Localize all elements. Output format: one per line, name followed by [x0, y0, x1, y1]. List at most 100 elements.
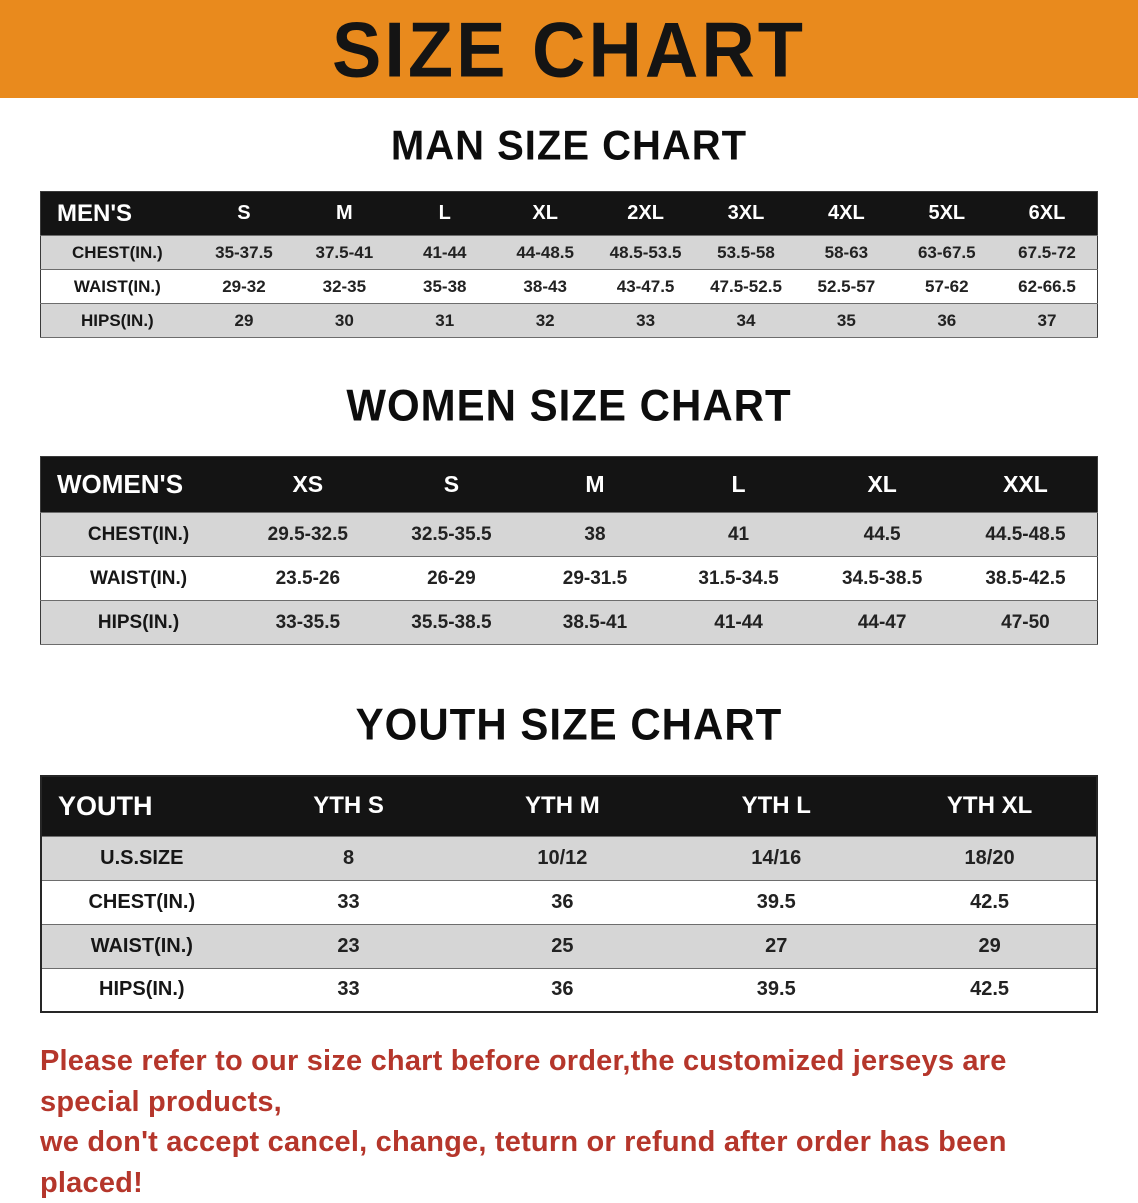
size-value-cell: 52.5-57 [796, 269, 897, 304]
table-header-row: YOUTH YTH S YTH M YTH L YTH XL [41, 776, 1097, 837]
table-row: HIPS(IN.) 33-35.5 35.5-38.5 38.5-41 41-44 44-… [40, 600, 1098, 645]
row-label: CHEST(IN.) [40, 512, 237, 557]
size-column-header: M [523, 456, 667, 513]
size-value-cell: 43-47.5 [595, 269, 696, 304]
size-value-cell: 32-35 [294, 269, 395, 304]
size-column-header: YTH S [241, 776, 456, 837]
size-value-cell: 27 [669, 924, 884, 969]
size-value-cell: 63-67.5 [896, 235, 997, 270]
size-value-cell: 39.5 [669, 880, 884, 925]
size-value-cell: 41-44 [394, 235, 495, 270]
row-label: WAIST(IN.) [40, 269, 194, 304]
size-value-cell: 37.5-41 [294, 235, 395, 270]
size-value-cell: 48.5-53.5 [595, 235, 696, 270]
size-value-cell: 37 [997, 303, 1098, 338]
size-value-cell: 35-38 [394, 269, 495, 304]
row-label: WAIST(IN.) [40, 556, 237, 601]
table-row: CHEST(IN.) 29.5-32.5 32.5-35.5 38 41 44.5 44.5… [40, 512, 1098, 557]
size-chart-content: MAN SIZE CHART MEN'S S M L XL 2XL 3XL 4XL 5XL 6XL… [0, 122, 1138, 1203]
table-row: HIPS(IN.) 33 36 39.5 42.5 [41, 968, 1097, 1013]
size-value-cell: 57-62 [896, 269, 997, 304]
size-value-cell: 33 [241, 968, 456, 1013]
youth-section-heading: YOUTH SIZE CHART [355, 699, 783, 750]
row-label: CHEST(IN.) [41, 880, 242, 925]
size-column-header: 5XL [896, 191, 997, 236]
size-value-cell: 41-44 [666, 600, 811, 645]
size-value-cell: 44.5-48.5 [953, 512, 1098, 557]
youth-size-table: YOUTH YTH S YTH M YTH L YTH XL U.S.SIZE 8 10/12… [40, 775, 1098, 1013]
order-disclaimer: Please refer to our size chart before or… [40, 1041, 1098, 1203]
size-value-cell: 36 [455, 968, 670, 1013]
table-header-row: WOMEN'S XS S M L XL XXL [40, 456, 1098, 513]
size-value-cell: 38.5-41 [523, 600, 667, 645]
men-size-table: MEN'S S M L XL 2XL 3XL 4XL 5XL 6XL CHEST(IN.) 35-37… [40, 191, 1098, 338]
size-value-cell: 29.5-32.5 [236, 512, 380, 557]
table-corner-label: YOUTH [41, 776, 242, 837]
size-value-cell: 38.5-42.5 [953, 556, 1098, 601]
size-value-cell: 36 [455, 880, 670, 925]
size-value-cell: 32.5-35.5 [379, 512, 524, 557]
page-title: SIZE CHART [332, 5, 806, 93]
size-value-cell: 26-29 [379, 556, 524, 601]
size-column-header: L [394, 191, 495, 236]
table-header-row: MEN'S S M L XL 2XL 3XL 4XL 5XL 6XL [40, 191, 1098, 236]
size-column-header: XL [494, 191, 596, 236]
size-value-cell: 44.5 [810, 512, 954, 557]
size-value-cell: 39.5 [669, 968, 884, 1013]
size-value-cell: 29-32 [193, 269, 295, 304]
size-column-header: YTH L [669, 776, 884, 837]
table-row: HIPS(IN.) 29 30 31 32 33 34 35 36 37 [40, 303, 1098, 338]
size-value-cell: 34.5-38.5 [810, 556, 954, 601]
size-chart-banner: SIZE CHART [0, 0, 1138, 98]
size-value-cell: 44-47 [810, 600, 954, 645]
table-row: CHEST(IN.) 35-37.5 37.5-41 41-44 44-48.5 48.5… [40, 235, 1098, 270]
size-value-cell: 33-35.5 [236, 600, 380, 645]
size-value-cell: 58-63 [796, 235, 897, 270]
size-value-cell: 53.5-58 [695, 235, 797, 270]
table-row: WAIST(IN.) 23.5-26 26-29 29-31.5 31.5-34.5 34… [40, 556, 1098, 601]
size-value-cell: 23.5-26 [236, 556, 380, 601]
size-column-header: XL [810, 456, 954, 513]
table-corner-label: MEN'S [40, 191, 194, 236]
size-value-cell: 34 [695, 303, 797, 338]
size-value-cell: 44-48.5 [494, 235, 596, 270]
size-column-header: XXL [953, 456, 1098, 513]
row-label: HIPS(IN.) [40, 600, 237, 645]
row-label: HIPS(IN.) [40, 303, 194, 338]
size-value-cell: 33 [241, 880, 456, 925]
men-section-heading: MAN SIZE CHART [390, 122, 748, 170]
table-corner-label: WOMEN'S [40, 456, 237, 513]
size-value-cell: 62-66.5 [997, 269, 1098, 304]
women-size-section: WOMEN SIZE CHART WOMEN'S XS S M L XL XXL CHEST(… [0, 380, 1138, 645]
size-value-cell: 47-50 [953, 600, 1098, 645]
size-value-cell: 41 [666, 512, 811, 557]
size-value-cell: 29 [193, 303, 295, 338]
size-column-header: 6XL [997, 191, 1098, 236]
size-value-cell: 35.5-38.5 [379, 600, 524, 645]
size-column-header: 4XL [796, 191, 897, 236]
size-value-cell: 38 [523, 512, 667, 557]
size-value-cell: 42.5 [883, 880, 1097, 925]
size-column-header: S [193, 191, 295, 236]
size-value-cell: 10/12 [455, 836, 670, 881]
size-value-cell: 25 [455, 924, 670, 969]
size-value-cell: 14/16 [669, 836, 884, 881]
size-value-cell: 36 [896, 303, 997, 338]
size-value-cell: 30 [294, 303, 395, 338]
women-section-heading: WOMEN SIZE CHART [346, 380, 792, 431]
size-value-cell: 33 [595, 303, 696, 338]
size-column-header: YTH M [455, 776, 670, 837]
size-column-header: XS [236, 456, 380, 513]
size-value-cell: 42.5 [883, 968, 1097, 1013]
disclaimer-line-2: we don't accept cancel, change, teturn o… [40, 1126, 1007, 1199]
disclaimer-line-1: Please refer to our size chart before or… [40, 1045, 1007, 1118]
size-value-cell: 23 [241, 924, 456, 969]
women-size-table: WOMEN'S XS S M L XL XXL CHEST(IN.) 29.5-32.5 32.5… [40, 456, 1098, 645]
size-value-cell: 31 [394, 303, 495, 338]
size-column-header: S [379, 456, 524, 513]
youth-size-section: YOUTH SIZE CHART YOUTH YTH S YTH M YTH L YTH… [0, 699, 1138, 1013]
size-value-cell: 32 [494, 303, 596, 338]
size-value-cell: 35-37.5 [193, 235, 295, 270]
row-label: HIPS(IN.) [41, 968, 242, 1013]
size-value-cell: 29-31.5 [523, 556, 667, 601]
